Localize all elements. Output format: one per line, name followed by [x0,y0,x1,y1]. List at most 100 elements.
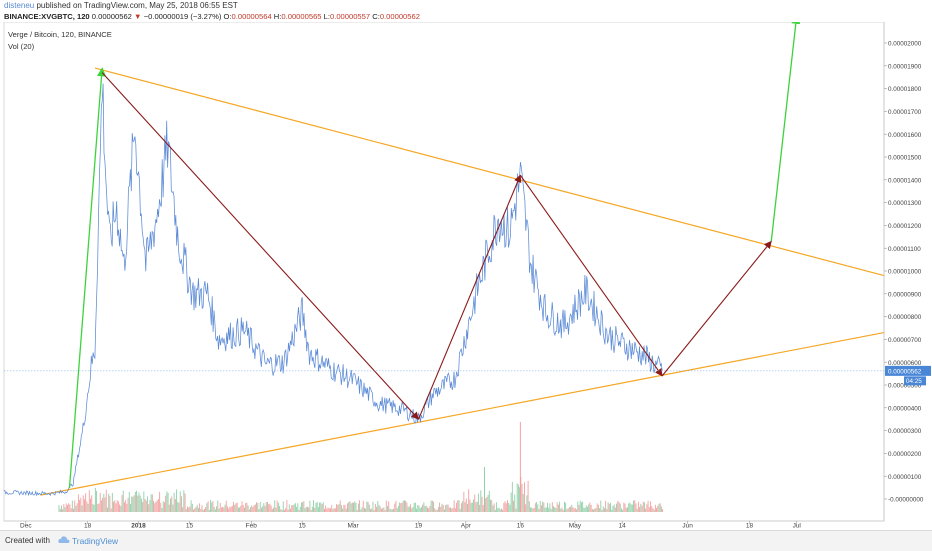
volume-bar [477,493,479,512]
volume-bar [107,507,108,512]
volume-bar [570,506,571,512]
volume-bar [623,502,625,512]
volume-bar [128,491,130,512]
x-tick-label: 18 [84,523,92,530]
volume-bar [539,501,541,512]
volume-bar [326,508,328,512]
volume-bar [104,497,106,512]
price-series [3,83,663,497]
volume-bar [172,504,174,512]
volume-bar [400,503,402,512]
volume-bar [454,508,456,512]
volume-bar [481,496,483,512]
volume-bar [273,507,274,512]
y-tick-label: 0.00000100 [888,474,922,481]
volume-bar [587,506,588,512]
volume-bar [268,504,270,512]
volume-bar [459,508,461,512]
volume-bar [422,504,424,512]
volume-bar [395,500,397,512]
volume-bar [120,505,122,512]
x-tick-label: Jun [682,523,693,530]
y-tick-label: 0.00001900 [888,63,922,70]
volume-bar [189,506,191,512]
volume-bar [307,506,308,512]
volume-bar [252,506,254,512]
volume-bar [246,502,248,512]
wave-arrow [101,72,420,420]
volume-bar [583,507,585,512]
volume-bar [351,502,353,512]
volume-bar [275,507,277,512]
volume-bar [612,505,614,512]
volume-bar [194,508,196,512]
volume-bar [653,509,655,512]
volume-bar [427,507,428,512]
volume-bar [157,499,159,512]
volume-bar [251,505,253,512]
publish-line: disteneu published on TradingView.com, M… [4,0,238,11]
volume-bar [87,503,89,512]
wave-arrows [68,22,801,489]
volume-bar [187,506,188,512]
volume-bar [367,501,369,512]
volume-bar [584,507,586,512]
volume-bar [522,494,524,512]
tradingview-brand-link[interactable]: TradingView [72,536,119,546]
volume-bar [263,503,265,512]
x-tick-label: Feb [246,523,258,530]
x-tick-label: 15 [299,523,307,530]
volume-bar [364,507,365,512]
volume-bar [333,508,335,512]
volume-bar [319,502,321,512]
volume-bar [69,504,71,512]
volume-bar [280,509,282,512]
volume-bar [237,507,239,512]
volume-bar [327,507,329,512]
last-value: 0.00000562 [91,12,132,21]
volume-bar [126,503,128,512]
high-value: 0.00000565 [281,12,322,21]
x-tick-label: Dec [20,523,32,530]
volume-bar [572,507,574,512]
volume-bar [576,509,578,512]
volume-bar [436,509,438,512]
volume-bar [114,500,116,512]
volume-bar [485,498,487,512]
y-tick-label: 0.00001700 [888,109,922,116]
volume-bar [239,507,241,512]
volume-bar [617,500,619,512]
volume-bar [204,509,205,512]
volume-bar [440,506,442,512]
price-chart[interactable]: 0.00002000 0.00001900 0.00001800 0.00001700… [0,22,932,530]
volume-bar [463,491,465,512]
volume-bar [220,507,222,512]
volume-bar [86,501,88,512]
x-axis[interactable]: Dec 18 2018 15 Feb 15 Mar 19 Apr 16 May 14 Jun 18 Jul [4,520,884,530]
volume-bar [347,503,348,512]
author-link[interactable]: disteneu [4,1,35,10]
volume-bar [519,422,521,512]
volume-bar [191,503,193,512]
volume-bar [173,492,175,512]
volume-bar [211,502,213,512]
volume-bar [373,509,375,512]
volume-bar [622,509,624,512]
volume-bar [614,507,616,512]
volume-bar [361,507,363,512]
volume-bar [219,502,221,512]
volume-bar [494,509,496,512]
volume-bar [260,507,262,512]
volume-bar [442,505,444,512]
volume-bar [213,506,215,512]
volume-bar [389,508,391,512]
volume-bar [217,500,219,512]
y-axis[interactable]: 0.00002000 0.00001900 0.00001800 0.00001700… [883,22,924,521]
volume-bar [599,508,601,512]
x-tick-label: 15 [186,523,194,530]
volume-bar [402,500,404,512]
volume-bar [224,504,226,512]
volume-bar [585,505,587,512]
volume-bar [200,509,202,512]
volume-bar [154,503,156,512]
